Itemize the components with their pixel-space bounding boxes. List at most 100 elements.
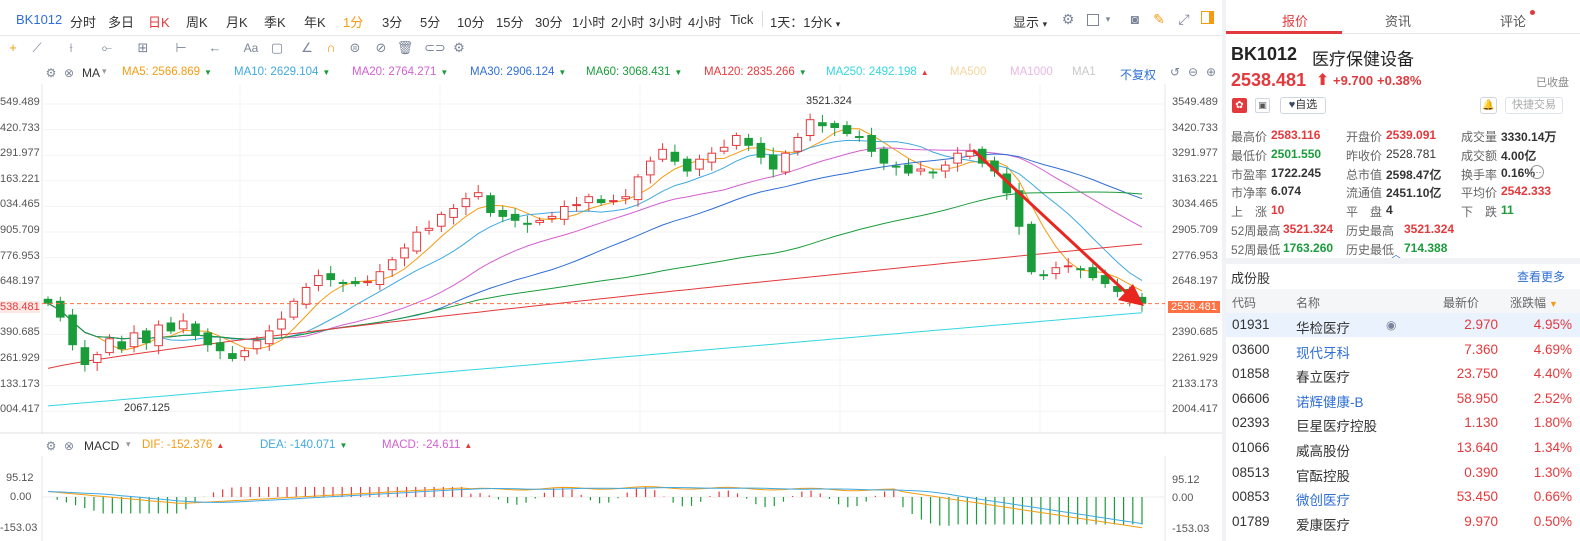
pencil-icon[interactable]: ✎ [1153, 11, 1165, 27]
row-name[interactable]: 春立医疗 [1296, 370, 1350, 386]
period-tab-1[interactable]: 多日 [108, 15, 135, 30]
chevron-down-icon[interactable]: ▾ [102, 66, 107, 76]
period-tab-4[interactable]: 月K [226, 15, 248, 30]
row-name[interactable]: 威高股份 [1296, 444, 1350, 459]
period-tab-8[interactable]: 3分 [382, 15, 403, 30]
eye-icon[interactable]: ◉ [1386, 318, 1397, 332]
chevron-down-icon[interactable]: ▾ [126, 439, 131, 449]
close-icon[interactable]: ⊗ [63, 439, 75, 453]
text-tool-icon[interactable]: Aa [243, 41, 259, 55]
range-select[interactable]: 1天：1分K ▾ [770, 12, 840, 31]
arrow-tool-icon[interactable]: ← [208, 40, 222, 55]
channel-tool-icon[interactable]: ⟊ [69, 40, 73, 55]
tab-news[interactable]: 资讯 [1385, 14, 1412, 29]
col-code[interactable]: 代码 [1232, 296, 1257, 310]
settings-gear-icon[interactable]: ⚙ [1061, 11, 1075, 27]
hide-icon[interactable]: ⊘ [375, 40, 387, 55]
period-tab-6[interactable]: 年K [304, 15, 326, 30]
period-tab-15[interactable]: 3小时 [649, 15, 683, 30]
macd-chart[interactable] [0, 456, 1222, 541]
settings-gear-icon[interactable]: ⚙ [45, 66, 57, 80]
display-menu[interactable]: 显示 ▾ [1013, 12, 1047, 31]
table-row[interactable]: 01789 爱康医疗 9.970 0.50% [1226, 510, 1580, 534]
table-row[interactable]: 06606 诺辉健康-B 58.950 2.52% [1226, 387, 1580, 411]
sidebar-toggle-icon[interactable] [1198, 10, 1216, 28]
row-name[interactable]: 诺辉健康-B [1296, 394, 1364, 410]
ma-legend-item-0[interactable]: MA5: 2566.869 ▼ [122, 66, 212, 78]
ma-legend-item-2[interactable]: MA20: 2764.271 ▼ [352, 66, 448, 78]
table-row[interactable]: 02393 巨星医疗控股 1.130 1.80% [1226, 411, 1580, 435]
quick-trade-button[interactable]: 快捷交易 [1505, 97, 1563, 114]
stock-code-tab[interactable]: BK1012 [16, 12, 63, 27]
ma-legend-item-9[interactable]: MA1 [1072, 66, 1096, 78]
trash-icon[interactable]: 🗑 [396, 40, 414, 55]
macd-indicator-name[interactable]: MACD [84, 439, 120, 453]
period-tab-14[interactable]: 2小时 [611, 15, 645, 30]
period-tab-13[interactable]: 1小时 [572, 15, 606, 30]
table-row[interactable]: 08513 官酝控股 0.390 1.30% [1226, 461, 1580, 485]
chevron-down-icon[interactable]: ▾ [1105, 14, 1111, 24]
wave-tool-icon[interactable]: ⟜ [101, 40, 113, 55]
ma-legend-item-4[interactable]: MA60: 3068.431 ▼ [586, 66, 682, 78]
chevron-up-icon[interactable]: ︿ [1391, 250, 1401, 261]
camera-icon[interactable]: ◙ [1130, 11, 1140, 27]
row-name[interactable]: 巨星医疗控股 [1296, 419, 1377, 435]
period-tab-7[interactable]: 1分 [343, 15, 364, 30]
row-name[interactable]: 现代牙科 [1296, 345, 1350, 361]
row-name[interactable]: 华检医疗 [1296, 321, 1350, 336]
tab-comments[interactable]: 评论 [1500, 14, 1527, 29]
col-change[interactable]: 涨跌幅 ▼ [1510, 294, 1558, 311]
undo-icon[interactable]: ↺ [1169, 65, 1181, 79]
table-row[interactable]: 03600 现代牙科 7.360 4.69% [1226, 338, 1580, 362]
link-icon[interactable]: ⊂⊃ [424, 40, 446, 55]
row-name[interactable]: 微创医疗 [1296, 493, 1350, 509]
more-info-icon[interactable]: ··· [1530, 165, 1544, 179]
ma-legend-item-5[interactable]: MA120: 2835.266 ▼ [704, 66, 807, 78]
zoom-out-icon[interactable]: ⊖ [1187, 65, 1199, 79]
period-tab-16[interactable]: 4小时 [688, 15, 722, 30]
add-watchlist-button[interactable]: ♥自选 [1280, 97, 1326, 114]
ma-legend-item-3[interactable]: MA30: 2906.124 ▼ [470, 66, 566, 78]
period-tab-0[interactable]: 分时 [70, 15, 97, 30]
tab-quote[interactable]: 报价 [1282, 14, 1309, 29]
period-tab-17[interactable]: Tick [730, 12, 754, 27]
magnet-icon[interactable]: ∩ [326, 40, 336, 55]
note-tool-icon[interactable]: ▢ [270, 40, 284, 55]
period-tab-5[interactable]: 季K [264, 15, 286, 30]
ma-legend-item-1[interactable]: MA10: 2629.104 ▼ [234, 66, 330, 78]
range-tool-icon[interactable]: ⊢ [175, 40, 187, 55]
save-icon[interactable]: ▣ [1255, 98, 1270, 113]
col-name[interactable]: 名称 [1296, 296, 1321, 310]
checkbox-icon[interactable] [1084, 10, 1102, 28]
zoom-in-icon[interactable]: ⊕ [1205, 65, 1217, 79]
move-tool-icon[interactable]: + [9, 40, 17, 55]
table-row[interactable]: 01931 华检医疗 2.970 4.95% ◉ [1226, 313, 1580, 337]
tool-settings-icon[interactable]: ⚙ [453, 40, 465, 55]
close-icon[interactable]: ⊗ [63, 66, 75, 80]
period-tab-12[interactable]: 30分 [535, 15, 563, 30]
ma-legend-item-6[interactable]: MA250: 2492.198 ▲ [826, 66, 929, 78]
period-tab-10[interactable]: 10分 [457, 15, 485, 30]
row-name[interactable]: 官酝控股 [1296, 468, 1350, 484]
line-tool-icon[interactable]: ⟋ [32, 40, 42, 55]
see-more-link[interactable]: 查看更多 [1517, 270, 1566, 284]
eye-icon[interactable]: ⊜ [349, 40, 361, 55]
adjust-button[interactable]: 不复权 [1120, 68, 1157, 82]
bell-icon[interactable]: 🔔 [1480, 97, 1497, 114]
table-row[interactable]: 01858 春立医疗 23.750 4.40% [1226, 362, 1580, 386]
col-price[interactable]: 最新价 [1443, 296, 1480, 310]
angle-tool-icon[interactable]: ∠ [301, 40, 313, 55]
settings-gear-icon[interactable]: ⚙ [45, 439, 57, 453]
ma-legend-item-8[interactable]: MA1000 [1010, 66, 1053, 78]
period-tab-11[interactable]: 15分 [496, 15, 524, 30]
table-row[interactable]: 01066 威高股份 13.640 1.34% [1226, 436, 1580, 460]
table-row[interactable]: 00853 微创医疗 53.450 0.66% [1226, 485, 1580, 509]
fib-tool-icon[interactable]: ⊞ [137, 40, 149, 55]
fullscreen-icon[interactable]: ⤢ [1178, 11, 1190, 27]
row-name[interactable]: 爱康医疗 [1296, 517, 1350, 533]
period-tab-3[interactable]: 周K [186, 15, 208, 30]
ma-legend-item-7[interactable]: MA500 [950, 66, 986, 78]
candlestick-chart[interactable]: 3521.324 2067.125 [0, 84, 1222, 434]
ma-indicator-name[interactable]: MA [82, 66, 100, 80]
period-tab-2[interactable]: 日K [148, 15, 170, 30]
